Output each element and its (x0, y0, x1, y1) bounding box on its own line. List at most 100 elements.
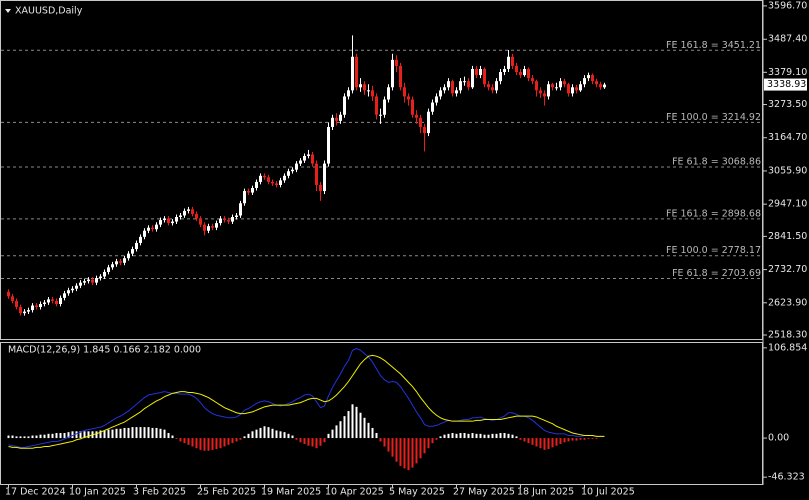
candle-body (283, 175, 286, 181)
candle-body (275, 183, 278, 185)
fe-level-label: FE 61.8 = 2703.69 (672, 268, 761, 279)
candle-body (363, 84, 366, 91)
y-tick-label: 2623.90 (768, 297, 807, 308)
candle-body (339, 114, 342, 121)
candle-body (215, 223, 218, 228)
candle-body (571, 87, 574, 94)
candle-body (43, 302, 46, 304)
candle-body (99, 276, 102, 279)
candle-body (455, 90, 458, 94)
candle-body (11, 296, 14, 301)
candle-body (63, 293, 66, 298)
candle-body (511, 56, 514, 66)
candle-body (371, 90, 374, 97)
y-tick-label: 2518.30 (768, 330, 807, 341)
candle-body (23, 311, 26, 314)
candle-body (343, 96, 346, 115)
candle-body (67, 290, 70, 294)
candle-body (495, 81, 498, 91)
candle-body (543, 93, 546, 97)
y-tick-label: 0.00 (768, 433, 789, 444)
candle-body (71, 288, 74, 291)
candle-body (51, 299, 54, 301)
candle-body (119, 261, 122, 263)
candle-body (563, 81, 566, 85)
candle-body (295, 163, 298, 170)
candle-body (527, 68, 530, 79)
candle-body (159, 220, 162, 225)
candle-body (207, 226, 210, 231)
candle-body (383, 99, 386, 115)
candle-body (111, 264, 114, 268)
candle-body (143, 230, 146, 237)
y-tick-label: 2732.70 (768, 264, 807, 275)
candle-body (331, 117, 334, 127)
candle-body (367, 90, 370, 92)
fe-level-label: FE 100.0 = 3214.92 (666, 112, 761, 123)
y-tick-label: 3055.90 (768, 165, 807, 176)
y-tick-label: 3487.40 (768, 34, 807, 45)
candle-body (487, 84, 490, 88)
x-tick-label: 27 May 2025 (453, 487, 515, 498)
candle-body (463, 81, 466, 83)
candle-body (87, 279, 90, 282)
candle-body (199, 218, 202, 225)
candle-body (239, 203, 242, 216)
candle-body (191, 209, 194, 214)
candle-body (531, 78, 534, 82)
candle-body (427, 111, 430, 134)
candle-body (263, 175, 266, 178)
x-tick-label: 10 Jul 2025 (581, 487, 635, 498)
candle-body (311, 154, 314, 164)
candle-body (307, 154, 310, 156)
candle-body (31, 305, 34, 311)
candle-body (599, 84, 602, 88)
candle-body (555, 87, 558, 89)
candle-body (55, 300, 58, 304)
candle-body (347, 90, 350, 97)
y-tick-label: -46.323 (768, 472, 805, 483)
candle-body (47, 299, 50, 303)
candle-body (299, 160, 302, 164)
candle-body (223, 218, 226, 221)
candle-body (103, 271, 106, 277)
candle-body (255, 181, 258, 189)
candle-body (591, 75, 594, 82)
last-price-label: 3338.93 (767, 79, 806, 90)
candle-body (471, 68, 474, 88)
candle-body (271, 181, 274, 184)
candle-body (247, 191, 250, 193)
candle-body (435, 96, 438, 103)
candle-body (291, 169, 294, 172)
candle-body (547, 84, 550, 97)
menu-triangle (5, 9, 11, 13)
candle-body (503, 68, 506, 73)
candle-body (7, 291, 10, 297)
candle-body (127, 253, 130, 259)
candle-body (315, 163, 318, 185)
fe-level-label: FE 61.8 = 3068.86 (672, 156, 761, 167)
candle-body (603, 84, 606, 88)
candle-body (123, 258, 126, 263)
candle-body (491, 87, 494, 91)
y-tick-label: 106.854 (768, 342, 807, 353)
candle-body (267, 177, 270, 182)
candle-body (379, 114, 382, 116)
candle-body (79, 282, 82, 286)
candle-body (259, 175, 262, 182)
candle-body (15, 300, 18, 308)
candle-body (179, 215, 182, 218)
candle-body (551, 84, 554, 88)
candle-body (211, 226, 214, 228)
y-tick-label: 3379.10 (768, 67, 807, 78)
chart-title: XAUUSD,Daily (15, 6, 83, 17)
candle-body (403, 87, 406, 97)
candle-body (115, 261, 118, 265)
y-tick-label: 3273.50 (768, 99, 807, 110)
candle-body (203, 224, 206, 231)
candle-body (559, 81, 562, 88)
candle-body (415, 114, 418, 118)
candle-body (391, 59, 394, 88)
